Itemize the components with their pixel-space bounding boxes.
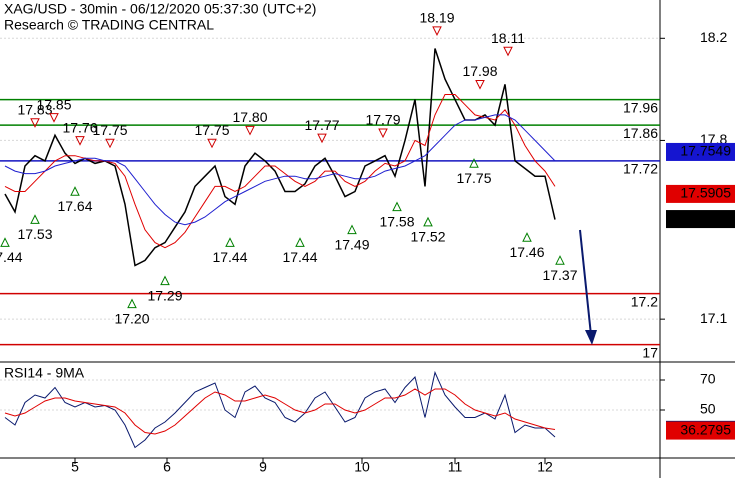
pivot-label: 17.75 [456,170,491,186]
pivot-label: 17.77 [304,117,339,133]
pivot-marker [503,46,513,57]
pivot-marker [127,298,137,309]
pivot-label: 17.80 [232,109,267,125]
pivot-label: 17.85 [36,96,71,112]
x-tick-label: 11 [448,459,463,475]
level-label: 17 [642,344,658,360]
series-line [4,114,556,226]
pivot-label: 17.75 [194,122,229,138]
x-tick-label: 9 [259,459,267,475]
y-tick-label: 17.1 [700,310,727,326]
series-line [4,48,556,267]
level-label: 17.86 [623,125,658,141]
pivot-label: 17.46 [509,244,544,260]
pivot-marker [105,138,115,149]
pivot-label: 17.44 [282,249,317,265]
series-line [4,94,556,249]
pivot-marker [432,26,442,36]
pivot-marker [295,237,305,247]
pivot-marker [423,216,433,227]
pivot-marker [347,224,357,235]
pivot-label: 17.79 [365,112,400,128]
pivot-marker [378,128,388,139]
y-tick-label: 18.2 [700,29,727,45]
x-tick-label: 5 [71,459,79,475]
pivot-marker [392,201,402,212]
pivot-label: 17.52 [410,229,445,245]
forecast-arrow-head [585,330,597,345]
pivot-marker [30,118,40,128]
price-tag [666,142,735,161]
indicator-title: RSI14 - 9MA [4,365,85,381]
chart-title: XAG/USD - 30min - 06/12/2020 05:37:30 (U… [4,1,316,17]
title-backdrop [0,0,260,36]
y-tick-label: 50 [700,401,716,417]
pivot-marker [70,186,80,196]
level-label: 17.72 [623,161,658,177]
price-tag-label: 17.492 [688,210,731,226]
pivot-label: 17.49 [334,236,369,252]
series-line [4,388,556,435]
x-tick-label: 12 [537,459,553,475]
pivot-marker [475,79,485,90]
pivot-marker [469,158,479,168]
price-tag [666,421,735,440]
forecast-arrow [579,229,592,336]
chart-subtitle: Research © TRADING CENTRAL [4,17,214,33]
pivot-marker [207,138,217,149]
pivot-marker [317,133,327,144]
y-tick-label: 70 [700,371,716,387]
pivot-label: 17.75 [92,122,127,138]
pivot-marker [160,275,170,286]
pivot-label: 17.44 [212,249,247,265]
series-line [4,370,556,449]
level-label: 17.2 [631,293,658,309]
pivot-label: 17.58 [379,213,414,229]
price-tag [666,210,735,229]
pivot-label: 17.37 [542,267,577,283]
price-tag-label: 17.5905 [680,185,731,201]
pivot-label: 17.53 [17,226,52,242]
plot-layer: 17.117.818.25 6 9 10 11 1217.9617.8617.7217.2… [0,10,735,475]
pivot-label: 17.76 [62,119,97,135]
pivot-label: 17.29 [147,287,182,303]
pivot-marker [245,125,255,136]
pivot-label: 18.11 [491,30,525,46]
x-tick-label: 10 [354,459,370,475]
pivot-marker [30,214,40,224]
x-tick-label: 6 [163,459,171,475]
pivot-label: 17.20 [114,310,149,326]
pivot-label: 17.44 [0,249,23,265]
level-label: 17.96 [623,99,658,115]
price-tag-label: 17.7549 [680,143,731,159]
price-tag [666,184,735,203]
pivot-marker [522,232,532,242]
pivot-label: 17.64 [57,198,92,214]
pivot-label: 17.83 [17,101,52,117]
pivot-label: 17.98 [462,63,497,79]
price-tag-label: 36.2795 [680,421,731,437]
pivot-marker [555,255,565,265]
pivot-marker [75,136,85,146]
pivot-marker [0,237,10,247]
pivot-label: 18.19 [419,10,454,26]
pivot-marker [49,113,59,123]
pivot-marker [225,237,235,247]
